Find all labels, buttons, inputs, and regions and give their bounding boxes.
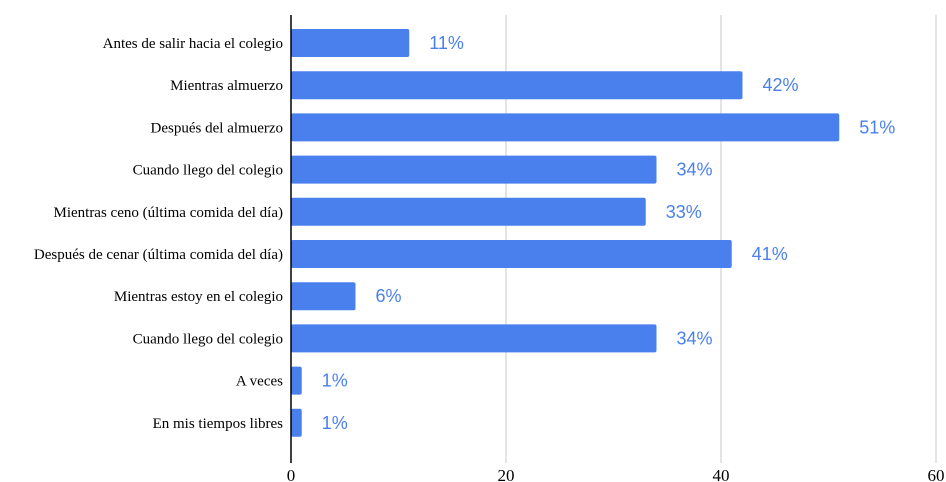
data-label: 41%	[752, 244, 788, 264]
data-label: 1%	[322, 413, 348, 433]
category-label: Después de cenar (última comida del día)	[34, 247, 283, 263]
bar	[291, 113, 840, 142]
bar	[291, 240, 732, 268]
category-label: A veces	[236, 374, 283, 390]
x-tick-label: 20	[498, 466, 515, 482]
data-label: 11%	[429, 33, 464, 53]
data-label: 34%	[677, 328, 713, 348]
bar	[291, 366, 302, 395]
bar	[291, 29, 410, 57]
category-label: Mientras ceno (última comida del día)	[53, 205, 283, 221]
bar	[291, 282, 356, 311]
data-label: 6%	[376, 286, 402, 306]
category-label: Después del almuerzo	[151, 120, 283, 136]
category-label: Mientras almuerzo	[170, 78, 283, 94]
bar	[291, 408, 302, 437]
x-tick-label: 0	[287, 466, 296, 482]
x-tick-label: 60	[928, 466, 945, 482]
category-labels: Antes de salir hacia el colegio Mientras …	[34, 36, 283, 432]
data-labels: 11% 42% 51% 34% 33% 41% 6% 34% 1% 1%	[322, 33, 896, 433]
bars	[291, 29, 840, 437]
category-label: Antes de salir hacia el colegio	[103, 36, 283, 52]
bar	[291, 71, 743, 100]
data-label: 34%	[677, 160, 713, 180]
category-label: Mientras estoy en el colegio	[114, 289, 283, 305]
category-label: En mis tiempos libres	[153, 416, 284, 432]
bar	[291, 197, 646, 226]
x-tick-label: 40	[713, 466, 730, 482]
data-label: 1%	[322, 371, 348, 391]
data-label: 33%	[666, 202, 702, 222]
data-label: 42%	[763, 75, 799, 95]
category-label: Cuando llego del colegio	[133, 331, 283, 347]
category-label: Cuando llego del colegio	[133, 163, 283, 179]
bar	[291, 155, 657, 184]
x-axis-tick-labels: 0 20 40 60	[287, 466, 945, 482]
data-label: 51%	[859, 117, 895, 137]
bar	[291, 324, 657, 353]
